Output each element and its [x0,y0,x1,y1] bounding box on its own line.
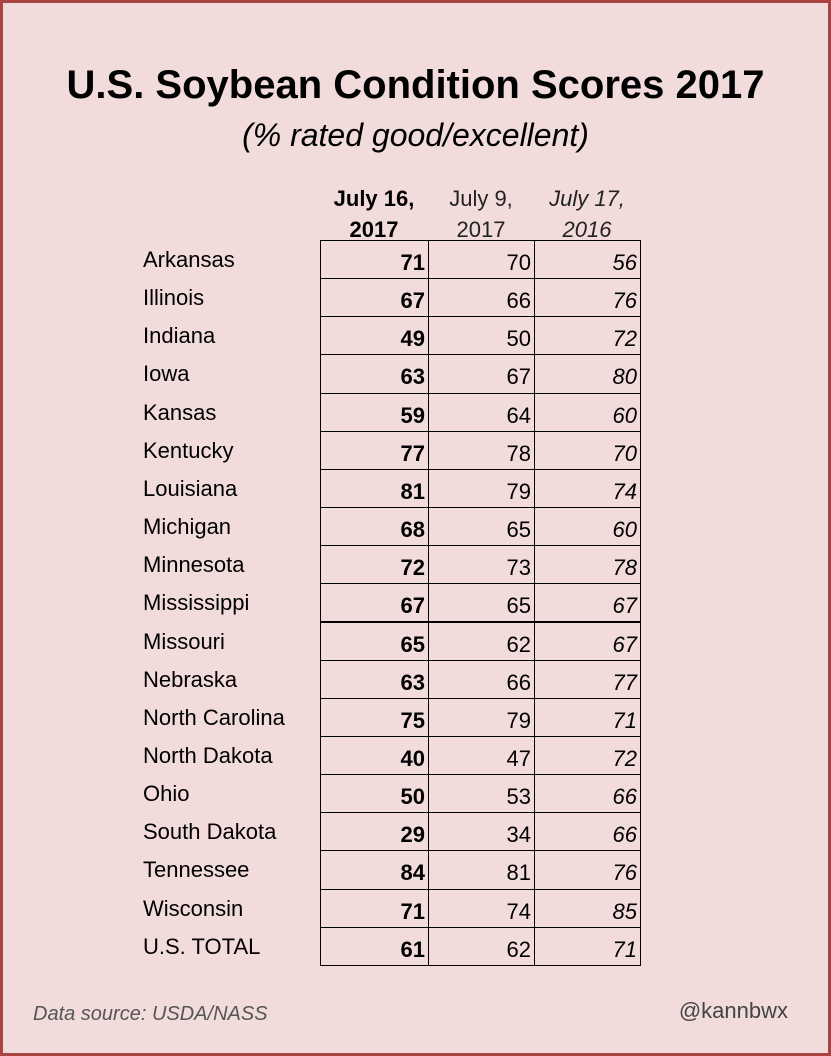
state-label: Minnesota [143,552,245,578]
value-cell: 71 [534,697,641,737]
value-cell: 63 [320,354,429,394]
state-label: North Dakota [143,742,273,768]
value-cell: 60 [534,392,641,432]
value-cell: 78 [428,430,535,470]
state-label: North Carolina [143,704,285,730]
value-cell: 77 [320,430,429,470]
value-cell: 81 [428,850,535,890]
column-header: July 17, [549,186,625,211]
value-cell: 53 [428,774,535,814]
value-cell: 50 [428,316,535,356]
credit: @kannbwx [678,998,788,1023]
value-cell: 71 [320,240,429,280]
state-label: South Dakota [143,819,277,845]
value-cell: 67 [428,354,535,394]
value-cell: 63 [320,659,429,699]
value-cell: 29 [320,812,429,852]
subtitle: (% rated good/excellent) [242,117,589,153]
title: U.S. Soybean Condition Scores 2017 [66,63,765,107]
value-cell: 67 [534,583,641,623]
value-cell: 84 [320,850,429,890]
value-cell: 71 [320,888,429,928]
value-cell: 70 [428,240,535,280]
value-cell: 67 [320,583,429,623]
value-cell: 81 [320,468,429,509]
value-cell: 80 [534,354,641,394]
state-label: Michigan [143,514,232,540]
value-cell: 50 [320,774,429,814]
value-cell: 66 [428,659,535,699]
value-cell: 68 [320,507,429,547]
state-label: Ohio [143,781,190,807]
state-label: Indiana [143,323,216,349]
value-cell: 72 [534,316,641,356]
state-label: Louisiana [143,475,238,501]
value-cell: 72 [534,735,641,776]
column-header: 2017 [456,217,506,242]
value-cell: 67 [534,621,641,661]
value-cell: 85 [534,888,641,928]
state-label: Mississippi [143,590,250,616]
value-cell: 74 [534,468,641,509]
value-cell: 60 [534,507,641,547]
state-label: Nebraska [143,666,238,692]
value-cell: 79 [428,697,535,737]
column-header: 2017 [349,217,399,242]
value-cell: 62 [428,926,535,966]
value-cell: 56 [534,240,641,280]
value-cell: 76 [534,850,641,890]
column-header: 2016 [562,217,612,242]
value-cell: 40 [320,735,429,776]
state-label: Kansas [143,399,217,425]
column-header: July 16, [333,186,415,211]
state-label: Wisconsin [143,895,244,921]
value-cell: 65 [428,507,535,547]
value-cell: 66 [534,812,641,852]
value-cell: 73 [428,545,535,585]
value-cell: 79 [428,468,535,509]
value-cell: 65 [320,621,429,661]
value-cell: 77 [534,659,641,699]
value-cell: 74 [428,888,535,928]
value-cell: 72 [320,545,429,585]
state-label: Kentucky [143,437,234,463]
state-label: Arkansas [143,247,235,272]
value-cell: 61 [320,926,429,966]
value-cell: 78 [534,545,641,585]
state-label: U.S. TOTAL [143,933,261,959]
value-cell: 66 [428,278,535,318]
value-cell: 49 [320,316,429,356]
value-cell: 70 [534,430,641,470]
value-cell: 76 [534,278,641,318]
state-label: Missouri [143,628,225,654]
value-cell: 64 [428,392,535,432]
value-cell: 62 [428,621,535,661]
state-label: Tennessee [143,857,250,883]
value-cell: 75 [320,697,429,737]
value-cell: 34 [428,812,535,852]
value-cell: 47 [428,735,535,776]
value-cell: 59 [320,392,429,432]
source: Data source: USDA/NASS [33,1003,268,1025]
state-label: Iowa [143,361,190,387]
state-label: Illinois [143,285,205,311]
value-cell: 71 [534,926,641,966]
value-cell: 65 [428,583,535,623]
value-cell: 66 [534,774,641,814]
column-header: July 9, [449,186,513,211]
value-cell: 67 [320,278,429,318]
